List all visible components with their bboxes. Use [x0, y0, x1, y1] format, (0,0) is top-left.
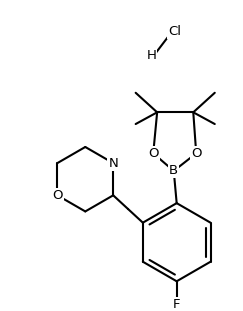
Text: O: O	[148, 147, 158, 160]
Text: O: O	[52, 189, 63, 202]
Text: N: N	[108, 157, 118, 169]
Text: Cl: Cl	[168, 25, 181, 38]
Text: F: F	[173, 298, 181, 311]
Text: O: O	[191, 147, 201, 160]
Text: B: B	[169, 165, 178, 177]
Text: H: H	[146, 49, 156, 62]
